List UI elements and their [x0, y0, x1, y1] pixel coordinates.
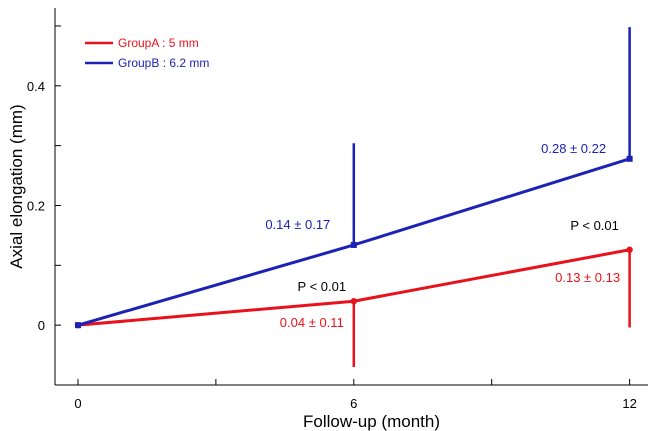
series-layer [74, 27, 633, 368]
x-tick-label: 12 [622, 396, 636, 411]
y-tick-label: 0.4 [27, 79, 45, 94]
y-tick-label: 0 [38, 318, 45, 333]
legend-label: GroupB : 6.2 mm [118, 56, 209, 70]
ticks: 0 6 12 0 0.2 0.4 [27, 25, 637, 411]
p-value-annotation: P < 0.01 [570, 218, 619, 233]
axes [54, 8, 648, 386]
x-tick-label: 0 [74, 396, 81, 411]
data-label: 0.28 ± 0.22 [541, 141, 606, 156]
x-axis-label: Follow-up (month) [303, 412, 440, 431]
data-point [626, 155, 633, 162]
p-value-annotation: P < 0.01 [298, 279, 347, 294]
data-point [74, 322, 81, 329]
data-label: 0.13 ± 0.13 [555, 270, 620, 285]
x-tick-label: 6 [350, 396, 357, 411]
y-axis-label: Axial elongation (mm) [7, 104, 26, 268]
data-point [350, 241, 357, 248]
data-label: 0.14 ± 0.17 [265, 217, 330, 232]
data-label: 0.04 ± 0.11 [280, 315, 344, 330]
legend-label: GroupA : 5 mm [118, 36, 199, 50]
data-point [350, 298, 357, 305]
legend: GroupA : 5 mm GroupB : 6.2 mm [85, 36, 209, 70]
data-point [626, 246, 633, 253]
data-labels: 0.04 ± 0.11 0.13 ± 0.13 0.14 ± 0.17 0.28 ± … [265, 141, 620, 330]
y-tick-label: 0.2 [27, 198, 45, 213]
